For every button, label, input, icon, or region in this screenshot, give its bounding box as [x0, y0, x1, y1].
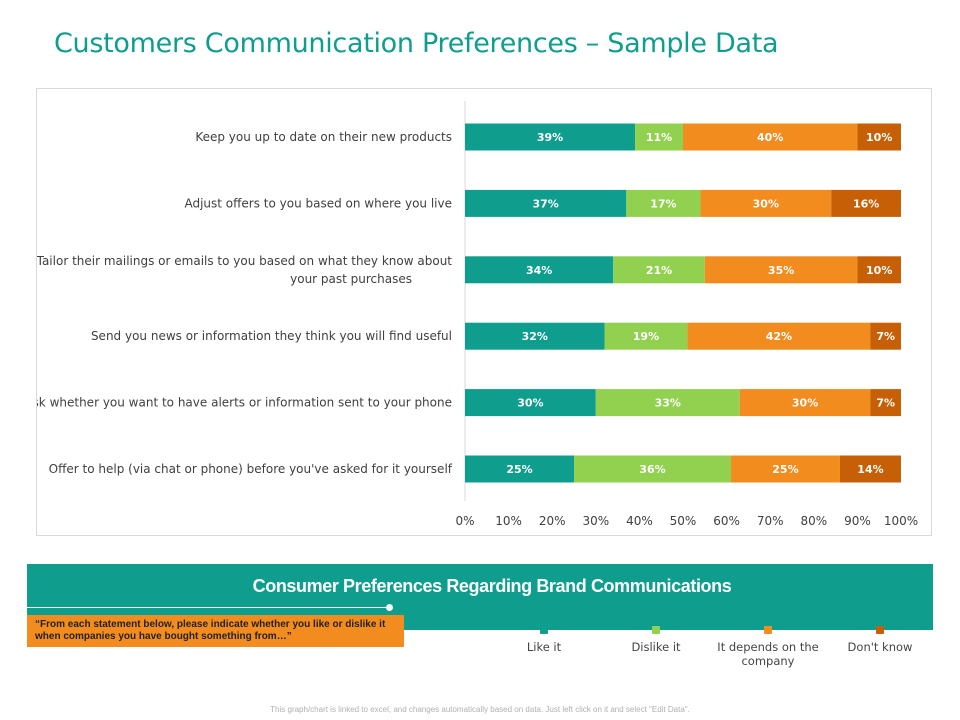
bar-don-t-know[interactable] [831, 189, 901, 217]
x-tick-label: 20% [539, 514, 566, 528]
bar-it-depends-on-the-company[interactable] [687, 322, 871, 350]
bar-dislike-it[interactable] [574, 455, 731, 483]
bar-don-t-know[interactable] [870, 322, 901, 350]
data-label-dislike-it: 33% [655, 397, 681, 410]
legend-item-dislike-it: Dislike it [601, 626, 711, 654]
data-label-dislike-it: 17% [650, 197, 676, 210]
x-tick-label: 60% [713, 514, 740, 528]
bar-dislike-it[interactable] [604, 322, 688, 350]
legend-label-it-depends: It depends on the company [717, 640, 819, 668]
data-label-dislike-it: 21% [646, 264, 672, 277]
x-tick-label: 90% [844, 514, 871, 528]
data-label-don-t-know: 10% [866, 264, 892, 277]
category-label-line: Adjust offers to you based on where you … [184, 196, 452, 210]
bar-like-it[interactable] [465, 189, 627, 217]
bar-it-depends-on-the-company[interactable] [730, 455, 840, 483]
bar-like-it[interactable] [465, 455, 574, 483]
legend-marker-dont-know [876, 626, 884, 634]
bar-it-depends-on-the-company[interactable] [704, 256, 858, 284]
data-label-like-it: 39% [537, 131, 563, 144]
category-label-line: Send you news or information they think … [91, 329, 452, 343]
data-label-dislike-it: 19% [633, 330, 659, 343]
legend-marker-like-it [540, 626, 548, 634]
bar-dislike-it[interactable] [595, 389, 740, 417]
data-label-like-it: 32% [522, 330, 548, 343]
data-label-it-depends-on-the-company: 30% [792, 397, 818, 410]
bar-dislike-it[interactable] [613, 256, 705, 284]
bar-don-t-know[interactable] [839, 455, 901, 483]
data-label-don-t-know: 14% [857, 463, 883, 476]
banner-title: Consumer Preferences Regarding Brand Com… [252, 576, 732, 596]
legend-item-dont-know: Don't know [825, 626, 935, 654]
category-label-line: Keep you up to date on their new product… [195, 130, 452, 144]
bar-don-t-know[interactable] [857, 123, 901, 151]
banner-dot [386, 604, 393, 611]
category-label-line: Ask whether you want to have alerts or i… [37, 396, 452, 410]
bar-dislike-it[interactable] [635, 123, 683, 151]
legend-label-dislike-it: Dislike it [631, 640, 681, 654]
category-label-line: your past purchases [290, 272, 412, 286]
page-title: Customers Communication Preferences – Sa… [54, 28, 779, 59]
x-tick-label: 100% [884, 514, 918, 528]
category-label: Adjust offers to you based on where you … [184, 196, 452, 210]
bar-like-it[interactable] [465, 322, 605, 350]
data-label-it-depends-on-the-company: 40% [757, 131, 783, 144]
data-label-like-it: 37% [532, 197, 558, 210]
category-label: Ask whether you want to have alerts or i… [37, 396, 452, 410]
legend-item-it-depends: It depends on the company [713, 626, 823, 668]
category-label: Offer to help (via chat or phone) before… [49, 462, 453, 476]
data-label-don-t-know: 16% [853, 197, 879, 210]
bar-like-it[interactable] [465, 256, 614, 284]
bar-don-t-know[interactable] [857, 256, 901, 284]
data-label-don-t-know: 10% [866, 131, 892, 144]
legend-marker-it-depends [764, 626, 772, 634]
data-label-don-t-know: 7% [876, 330, 895, 343]
x-tick-label: 0% [455, 514, 474, 528]
bar-like-it[interactable] [465, 389, 596, 417]
data-label-dislike-it: 11% [646, 131, 672, 144]
x-tick-label: 80% [800, 514, 827, 528]
legend-item-like-it: Like it [489, 626, 599, 654]
category-label: Tailor their mailings or emails to you b… [37, 254, 452, 286]
data-label-like-it: 25% [506, 463, 532, 476]
banner-divider [27, 607, 389, 608]
bar-it-depends-on-the-company[interactable] [739, 389, 871, 417]
legend-label-like-it: Like it [526, 640, 562, 654]
x-tick-label: 70% [757, 514, 784, 528]
data-label-it-depends-on-the-company: 35% [768, 264, 794, 277]
x-tick-label: 10% [495, 514, 522, 528]
legend-marker-dislike-it [652, 626, 660, 634]
bar-don-t-know[interactable] [870, 389, 901, 417]
bar-it-depends-on-the-company[interactable] [683, 123, 858, 151]
x-tick-label: 30% [582, 514, 609, 528]
x-tick-label: 40% [626, 514, 653, 528]
data-label-like-it: 30% [517, 397, 543, 410]
data-label-it-depends-on-the-company: 25% [772, 463, 798, 476]
x-tick-label: 50% [670, 514, 697, 528]
category-label: Send you news or information they think … [91, 329, 452, 343]
bar-it-depends-on-the-company[interactable] [700, 189, 832, 217]
category-label: Keep you up to date on their new product… [195, 130, 452, 144]
survey-question-quote: “From each statement below, please indic… [27, 615, 404, 647]
data-label-it-depends-on-the-company: 30% [753, 197, 779, 210]
legend-label-dont-know: Don't know [847, 640, 913, 654]
category-label-line: Offer to help (via chat or phone) before… [49, 462, 453, 476]
data-label-don-t-know: 7% [876, 397, 895, 410]
data-label-like-it: 34% [526, 264, 552, 277]
category-label-line: Tailor their mailings or emails to you b… [37, 254, 452, 268]
stacked-bar-chart[interactable]: Keep you up to date on their new product… [37, 89, 931, 535]
bar-like-it[interactable] [465, 123, 636, 151]
data-label-it-depends-on-the-company: 42% [766, 330, 792, 343]
data-label-dislike-it: 36% [639, 463, 665, 476]
chart-frame[interactable]: Keep you up to date on their new product… [36, 88, 932, 536]
bar-dislike-it[interactable] [626, 189, 701, 217]
footer-note: This graph/chart is linked to excel, and… [270, 705, 690, 714]
